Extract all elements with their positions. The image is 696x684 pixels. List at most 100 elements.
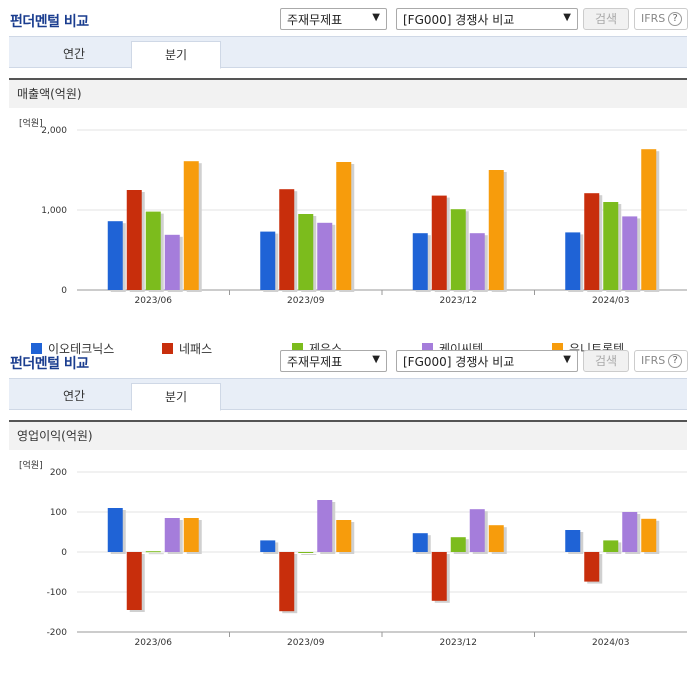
- x-tick-label: 2024/03: [592, 638, 629, 648]
- bar-chart-svg: 0 1,000 2,000 2023/06 2023/09 2023/12 2024/03: [41, 126, 687, 306]
- tab-quarterly[interactable]: 분기: [131, 383, 221, 411]
- bar: [488, 525, 504, 552]
- legend-swatch: [422, 343, 433, 354]
- bar: [164, 234, 180, 290]
- bar: [603, 202, 619, 290]
- y-tick-label: 0: [61, 286, 67, 296]
- legend-swatch: [552, 343, 563, 354]
- period-tabs: 연간 분기: [9, 378, 687, 411]
- x-tick-label: 2024/03: [592, 296, 629, 306]
- bar: [107, 221, 123, 290]
- bar: [279, 552, 295, 612]
- bar: [260, 540, 276, 552]
- chart-title: 영업이익(억원): [9, 420, 687, 450]
- y-tick-label: 200: [50, 468, 67, 478]
- toolbar: 펀더멘털 비교 주재무제표 ▼ [FG000] 경쟁사 비교 ▼ 검색 IFRS…: [0, 342, 696, 378]
- bar: [412, 233, 428, 290]
- bar: [164, 518, 180, 552]
- y-tick-label: 100: [50, 508, 67, 518]
- bar: [317, 222, 333, 290]
- bar: [450, 537, 466, 552]
- ifrs-help-button[interactable]: IFRS?: [634, 8, 688, 30]
- bar: [336, 162, 352, 290]
- y-tick-label: 2,000: [41, 126, 67, 136]
- legend-label: 네패스: [179, 342, 213, 356]
- bar: [450, 209, 466, 290]
- legend-item[interactable]: 이오테크닉스: [31, 340, 114, 357]
- bar: [641, 518, 657, 552]
- help-icon: ?: [668, 354, 683, 368]
- bar: [431, 552, 447, 601]
- bar: [488, 170, 504, 290]
- x-tick-label: 2023/09: [287, 296, 325, 306]
- y-tick-label: -100: [47, 588, 68, 598]
- bar: [565, 232, 581, 290]
- bar: [431, 195, 447, 290]
- tab-annual[interactable]: 연간: [62, 389, 86, 403]
- chevron-down-icon: ▼: [372, 354, 380, 365]
- period-tabs: 연간 분기: [9, 36, 687, 69]
- legend-item[interactable]: 네패스: [162, 340, 212, 357]
- page-title: 펀더멘털 비교: [10, 14, 89, 30]
- chevron-down-icon: ▼: [372, 12, 380, 23]
- chevron-down-icon: ▼: [563, 12, 571, 23]
- bar: [336, 520, 352, 552]
- bar: [107, 508, 123, 552]
- operating-profit-chart: [억원] -200 -100 0 100 200 2023/06 2023/09 2023/1…: [9, 450, 687, 684]
- bar: [412, 533, 428, 552]
- tab-quarterly[interactable]: 분기: [131, 41, 221, 69]
- bar: [317, 500, 333, 552]
- statement-select[interactable]: 주재무제표 ▼: [280, 350, 387, 372]
- y-tick-label: -200: [47, 628, 68, 638]
- x-tick-label: 2023/06: [135, 638, 173, 648]
- search-button[interactable]: 검색: [583, 350, 629, 372]
- y-tick-label: 1,000: [41, 206, 67, 216]
- page-title: 펀더멘털 비교: [10, 356, 89, 372]
- unit-label: [억원]: [19, 119, 43, 129]
- unit-label: [억원]: [19, 461, 43, 471]
- toolbar: 펀더멘털 비교 주재무제표 ▼ [FG000] 경쟁사 비교 ▼ 검색 IFRS…: [0, 0, 696, 36]
- bar: [565, 530, 581, 552]
- x-tick-label: 2023/12: [440, 638, 477, 648]
- ifrs-help-button[interactable]: IFRS?: [634, 350, 688, 372]
- search-button[interactable]: 검색: [583, 8, 629, 30]
- bar: [469, 509, 485, 552]
- panel-operating-profit: 펀더멘털 비교 주재무제표 ▼ [FG000] 경쟁사 비교 ▼ 검색 IFRS…: [0, 342, 696, 684]
- bar: [622, 512, 638, 552]
- legend-label: 이오테크닉스: [48, 342, 115, 356]
- bar: [126, 552, 142, 610]
- bar: [469, 233, 485, 290]
- bar: [145, 551, 161, 553]
- bar-shadow: [148, 553, 164, 555]
- bar: [145, 211, 161, 290]
- panel-sales: 펀더멘털 비교 주재무제표 ▼ [FG000] 경쟁사 비교 ▼ 검색 IFRS…: [0, 0, 696, 370]
- chart-title: 매출액(억원): [9, 78, 687, 108]
- x-tick-label: 2023/12: [440, 296, 477, 306]
- help-icon: ?: [668, 12, 683, 26]
- tab-annual[interactable]: 연간: [62, 47, 86, 61]
- bar: [183, 161, 199, 290]
- bar: [622, 216, 638, 290]
- bar-shadow: [301, 554, 317, 555]
- bar: [279, 189, 295, 290]
- peer-select[interactable]: [FG000] 경쟁사 비교 ▼: [396, 8, 578, 30]
- bar: [298, 552, 314, 553]
- bar: [126, 190, 142, 290]
- x-tick-label: 2023/09: [287, 638, 325, 648]
- bar-chart-svg: -200 -100 0 100 200 2023/06 2023/09 2023/12 2024…: [47, 468, 687, 648]
- bar: [641, 149, 657, 290]
- y-tick-label: 0: [61, 548, 67, 558]
- bar: [183, 518, 199, 552]
- legend-swatch: [162, 343, 173, 354]
- bar: [603, 540, 619, 552]
- legend-swatch: [292, 343, 303, 354]
- bar: [260, 231, 276, 290]
- peer-select[interactable]: [FG000] 경쟁사 비교 ▼: [396, 350, 578, 372]
- bar: [584, 193, 600, 290]
- chevron-down-icon: ▼: [563, 354, 571, 365]
- legend-swatch: [31, 343, 42, 354]
- bar: [584, 552, 600, 582]
- statement-select[interactable]: 주재무제표 ▼: [280, 8, 387, 30]
- bar: [298, 214, 314, 290]
- sales-chart: [억원] 0 1,000 2,000 2023/06 2023/09 2023/12 202…: [9, 108, 687, 370]
